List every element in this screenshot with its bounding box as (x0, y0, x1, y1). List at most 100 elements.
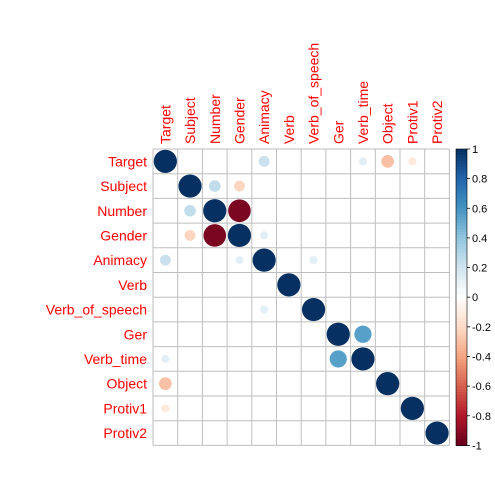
corr-circle-Subject-Gender (234, 180, 245, 192)
colorbar-segment (456, 371, 467, 375)
column-label: Verb (281, 115, 297, 144)
column-label: Subject (182, 97, 198, 144)
colorbar-segment (456, 181, 467, 186)
colorbar-segment (456, 418, 467, 423)
colorbar-segment (456, 160, 467, 165)
colorbar-segment (456, 356, 467, 361)
colorbar-tick-label: -0.4 (472, 351, 491, 363)
corr-circle-Number-Gender (228, 199, 251, 223)
colorbar-segment (456, 362, 467, 366)
colorbar-tick-label: 0.6 (472, 203, 487, 215)
row-label: Gender (100, 227, 147, 243)
row-label: Animacy (93, 252, 147, 268)
row-label: Verb_of_speech (46, 302, 147, 318)
column-label: Target (157, 105, 173, 144)
corr-circle-Target-Object (381, 154, 395, 168)
colorbar-segment (456, 229, 467, 233)
corr-circle-Protiv1-Protiv1 (400, 396, 424, 420)
colorbar-tick-label: 1 (472, 144, 478, 156)
colorbar-segment (456, 317, 467, 322)
corr-circle-Target-Animacy (258, 155, 270, 167)
column-label: Verb_of_speech (306, 43, 322, 144)
colorbar-segment (456, 255, 467, 260)
colorbar-segment (456, 332, 467, 337)
colorbar-segment (456, 306, 467, 310)
corr-circle-Animacy-Verb_of_speech (309, 256, 318, 265)
colorbar-segment (456, 223, 467, 227)
colorbar-segment (456, 234, 467, 239)
colorbar-segment (456, 249, 467, 254)
corr-circle-Gender-Animacy (260, 231, 269, 240)
colorbar-segment (456, 276, 467, 281)
colorbar-segment (456, 430, 467, 435)
row-label: Target (108, 153, 147, 169)
corr-circle-Protiv1-Target (161, 404, 170, 413)
colorbar-segment (456, 389, 467, 393)
row-label: Number (97, 203, 147, 219)
colorbar-segment (456, 359, 467, 364)
colorbar-segment (456, 154, 467, 159)
colorbar-segment (456, 374, 467, 378)
colorbar-segment (456, 341, 467, 346)
colorbar-segment (456, 205, 467, 209)
colorbar-segment (456, 368, 467, 372)
colorbar-tick-label: 0 (472, 292, 478, 304)
corr-circle-Gender-Number (203, 224, 227, 247)
corr-circle-Number-Subject (184, 204, 196, 217)
colorbar-segment (456, 202, 467, 206)
colorbar-segment (456, 403, 467, 408)
colorbar-segment (456, 264, 467, 269)
colorbar-segment (456, 386, 467, 390)
corr-circle-Ger-Ger (326, 322, 350, 346)
corr-circle-Target-Protiv1 (408, 157, 417, 166)
column-label: Gender (231, 97, 247, 144)
colorbar-segment (456, 282, 467, 286)
colorbar-segment (456, 169, 467, 174)
colorbar-tick-label: 0.4 (472, 233, 487, 245)
colorbar-segment (456, 415, 467, 420)
colorbar-segment (456, 436, 467, 441)
colorbar-segment (456, 231, 467, 236)
corr-circle-Verb_of_speech-Verb_of_speech (301, 297, 326, 322)
colorbar-segment (456, 400, 467, 405)
colorbar-segment (456, 151, 467, 156)
colorbar-segment (456, 427, 467, 432)
corr-circle-Verb_time-Ger (329, 350, 347, 368)
colorbar-segment (456, 344, 467, 349)
colorbar-segment (456, 320, 467, 325)
colorbar-segment (456, 273, 467, 278)
colorbar-tick-label: -0.6 (472, 381, 491, 393)
colorbar-segment (456, 270, 467, 275)
colorbar-segment (456, 347, 467, 352)
colorbar-tick-label: 0.2 (472, 263, 487, 275)
colorbar-segment (456, 220, 467, 224)
colorbar-segment (456, 291, 467, 295)
colorbar-segment (456, 395, 467, 399)
colorbar-segment (456, 172, 467, 177)
row-label: Verb (118, 277, 147, 293)
colorbar-segment (456, 409, 467, 414)
colorbar-segment (456, 196, 467, 200)
colorbar-tick-label: -0.8 (472, 411, 491, 423)
row-label: Object (107, 376, 148, 392)
corr-circle-Protiv2-Protiv2 (425, 421, 449, 445)
colorbar-segment (456, 246, 467, 251)
colorbar-segment (456, 294, 467, 298)
colorbar-segment (456, 326, 467, 331)
column-label: Object (380, 103, 396, 144)
colorbar-segment (456, 199, 467, 203)
corr-circle-Number-Number (203, 199, 227, 223)
colorbar-tick-label: -0.2 (472, 322, 491, 334)
colorbar-segment (456, 258, 467, 263)
corr-circle-Subject-Subject (178, 174, 202, 198)
column-label: Animacy (256, 90, 272, 144)
colorbar-segment (456, 166, 467, 171)
colorbar-segment (456, 314, 467, 319)
row-label: Ger (124, 326, 148, 342)
row-label: Subject (100, 178, 147, 194)
row-label: Protiv1 (103, 400, 147, 416)
colorbar-segment (456, 377, 467, 381)
colorbar-segment (456, 190, 467, 195)
colorbar-segment (456, 406, 467, 411)
colorbar-segment (456, 303, 467, 307)
